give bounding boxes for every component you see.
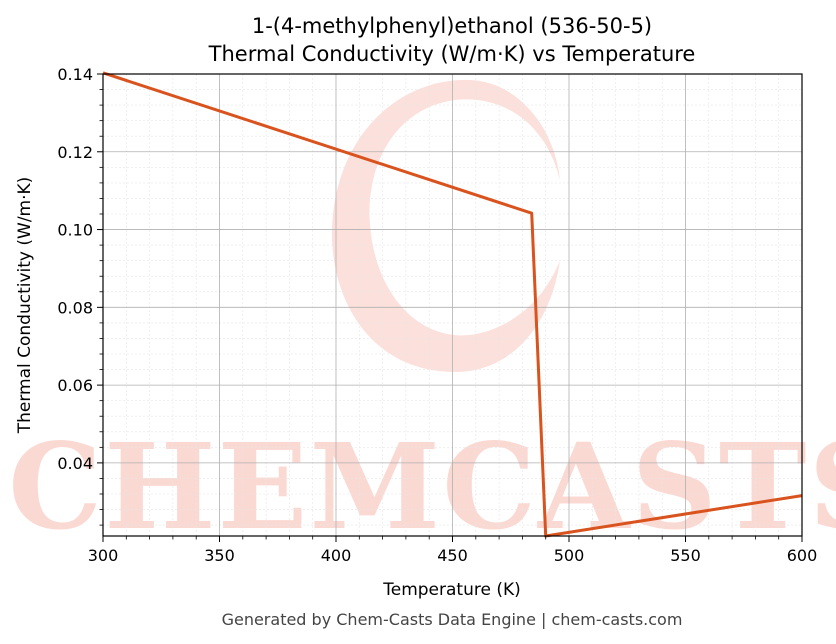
watermark: CHEMCASTS — [8, 79, 836, 556]
x-tick-label: 400 — [321, 546, 352, 565]
y-tick-label: 0.08 — [57, 298, 93, 317]
x-tick-label: 450 — [437, 546, 468, 565]
x-tick-label: 500 — [554, 546, 585, 565]
y-tick-label: 0.10 — [57, 221, 93, 240]
y-tick-label: 0.04 — [57, 454, 93, 473]
chart-title: 1-(4-methylphenyl)ethanol (536-50-5) — [252, 14, 652, 38]
x-tick-label: 600 — [787, 546, 818, 565]
x-tick-label: 300 — [88, 546, 119, 565]
series-line — [102, 71, 803, 538]
chart-subtitle: Thermal Conductivity (W/m·K) vs Temperat… — [208, 42, 696, 66]
x-tick-label: 350 — [204, 546, 235, 565]
y-tick-label: 0.06 — [57, 376, 93, 395]
footer-credit: Generated by Chem-Casts Data Engine | ch… — [222, 610, 683, 629]
series-layer — [102, 71, 803, 538]
y-tick-label: 0.12 — [57, 143, 93, 162]
x-tick-label: 550 — [670, 546, 701, 565]
y-tick-label: 0.14 — [57, 65, 93, 84]
y-axis-label: Thermal Conductivity (W/m·K) — [15, 177, 35, 435]
watermark-text: CHEMCASTS — [8, 417, 836, 556]
watermark-swirl — [331, 79, 560, 372]
x-axis-label: Temperature (K) — [382, 580, 521, 600]
ticks: 300 350 400 450 500 550 600 0.04 0.06 0.08 0.10 0.1… — [57, 65, 817, 565]
